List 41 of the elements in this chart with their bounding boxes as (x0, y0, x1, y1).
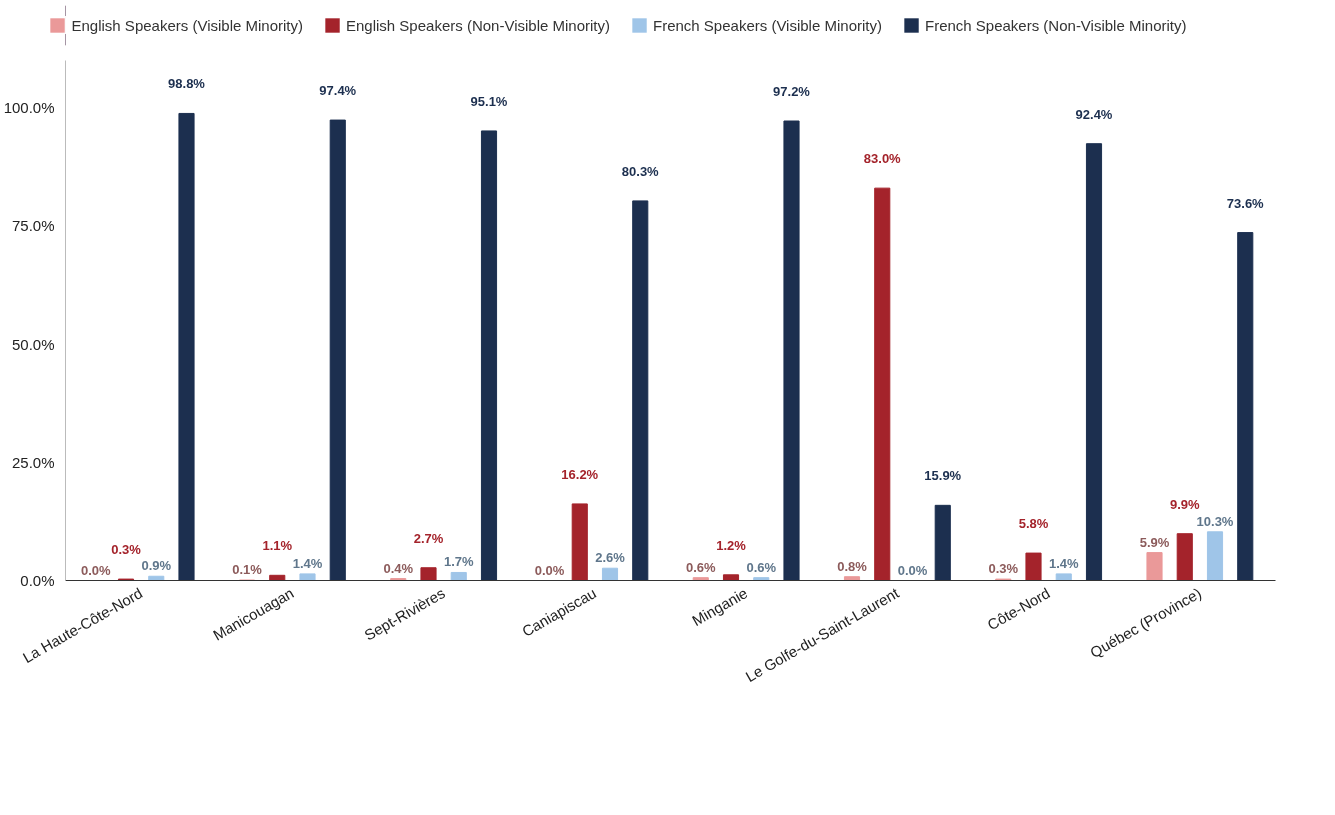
data-label: 5.8% (1018, 516, 1049, 532)
data-label: 80.3% (621, 163, 660, 179)
y-tick-label: 0.0% (20, 572, 55, 589)
data-label: 1.4% (292, 555, 323, 571)
data-label: 0.0% (534, 562, 565, 578)
data-label: 5.9% (1139, 534, 1170, 550)
data-label: 1.2% (716, 537, 747, 553)
data-label: 97.2% (773, 84, 811, 100)
data-label: 1.7% (443, 554, 475, 570)
data-label: 0.8% (837, 558, 868, 574)
legend-label: English Speakers (Non-Visible Minority) (345, 16, 610, 34)
data-label: 10.3% (1196, 513, 1234, 529)
data-label: 95.1% (470, 93, 508, 109)
data-label: 2.6% (595, 550, 626, 566)
data-label: 1.4% (1048, 555, 1080, 571)
legend-label: French Speakers (Non-Visible Minority) (924, 16, 1187, 34)
data-label: 2.7% (413, 530, 444, 546)
data-label: 16.2% (561, 466, 599, 482)
data-label: 0.4% (383, 560, 414, 576)
data-label: 97.4% (319, 83, 357, 99)
y-tick-label: 50.0% (11, 335, 55, 353)
data-label: 0.9% (141, 558, 172, 574)
data-label: 0.3% (988, 561, 1019, 577)
data-label: 98.8% (168, 76, 206, 92)
legend-label: French Speakers (Visible Minority) (652, 16, 882, 34)
data-label: 1.1% (262, 538, 293, 554)
data-label: 83.0% (863, 151, 902, 167)
data-label: 92.4% (1075, 106, 1113, 122)
y-tick-label: 100.0% (3, 99, 55, 117)
data-label: 0.1% (232, 562, 263, 578)
data-label: 73.6% (1226, 195, 1265, 211)
data-label: 0.3% (111, 542, 142, 558)
data-label: 0.6% (685, 559, 717, 575)
data-label: 0.6% (746, 559, 777, 575)
data-label: 15.9% (924, 468, 962, 484)
data-label: 9.9% (1169, 496, 1201, 512)
data-label: 0.0% (897, 562, 928, 578)
legend-label: English Speakers (Visible Minority) (71, 16, 303, 34)
y-tick-label: 25.0% (11, 453, 55, 471)
data-label: 0.0% (80, 562, 112, 578)
y-tick-label: 75.0% (11, 217, 55, 235)
